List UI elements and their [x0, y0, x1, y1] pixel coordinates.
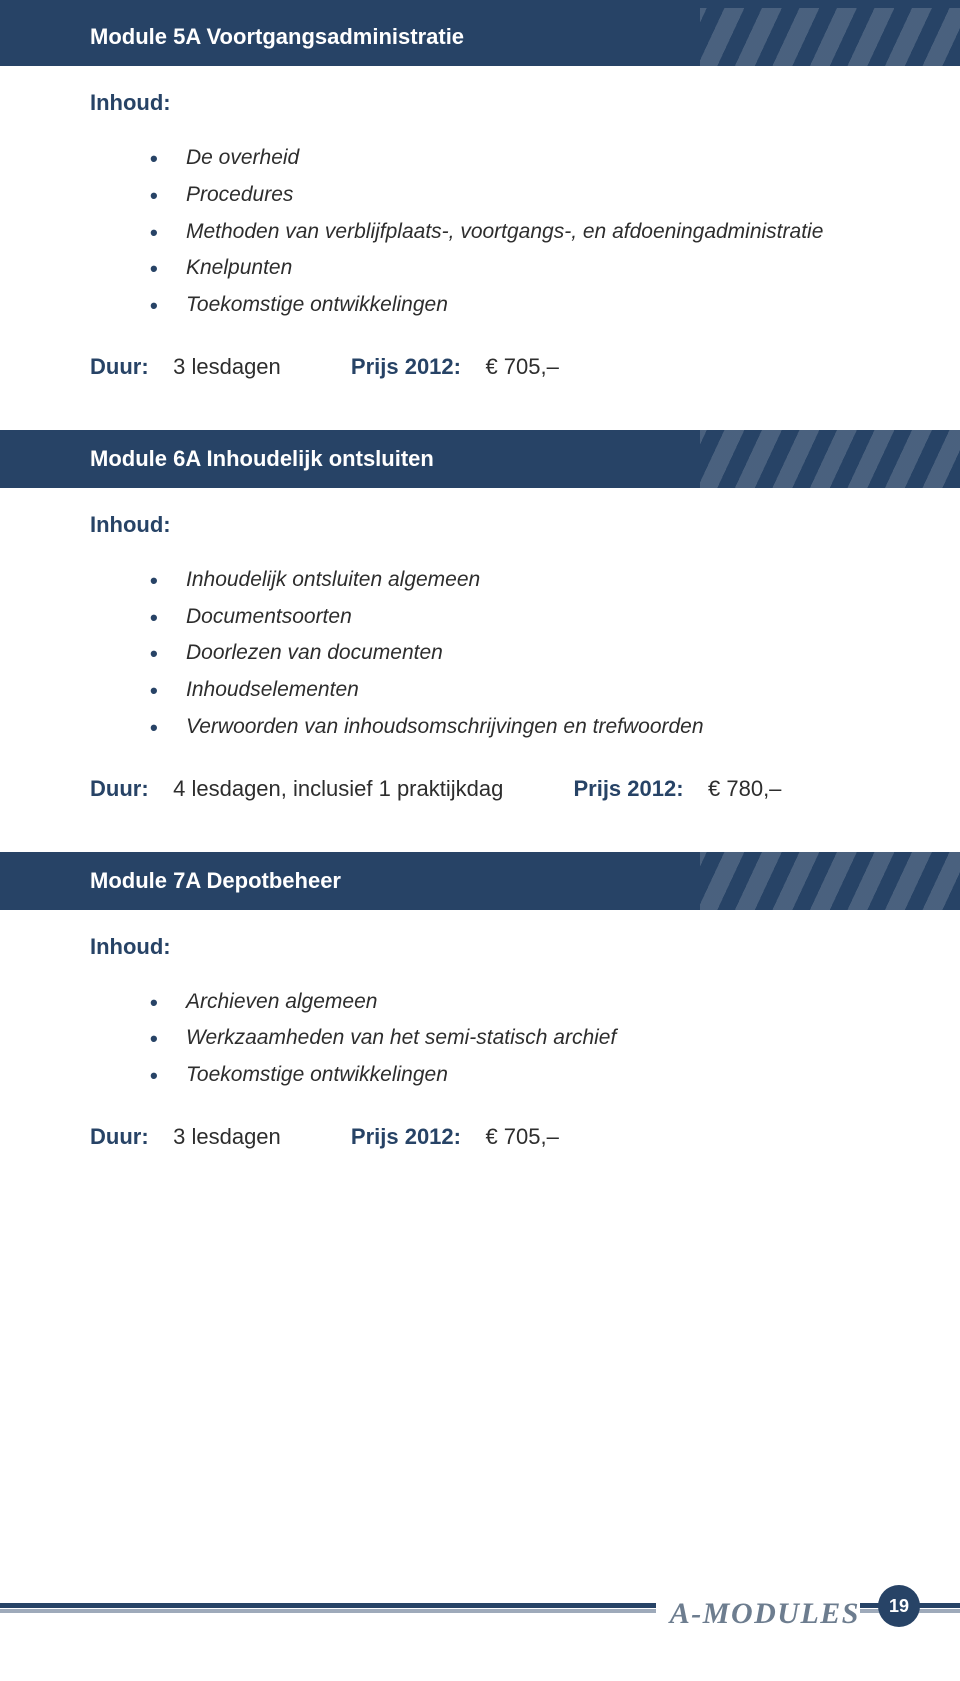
footer-section-label: A-MODULES — [656, 1597, 860, 1631]
list-item: Inhoudelijk ontsluiten algemeen — [150, 562, 870, 599]
duur-value-text: 3 lesdagen — [173, 354, 281, 379]
top-accent-bar — [0, 0, 960, 8]
list-item: Methoden van verblijfplaats-, voortgangs… — [150, 214, 870, 251]
price-value — [690, 776, 708, 801]
duur-label: Duur: — [90, 776, 149, 801]
duur-label: Duur: — [90, 1124, 149, 1149]
section-label-inhoud: Inhoud: — [0, 512, 960, 538]
price-value-text: € 705,– — [485, 1124, 558, 1149]
price-value — [467, 1124, 485, 1149]
bullet-list: Archieven algemeen Werkzaamheden van het… — [0, 984, 960, 1094]
module-header: Module 5A Voortgangsadministratie — [0, 8, 960, 66]
list-item: De overheid — [150, 140, 870, 177]
list-item: Toekomstige ontwikkelingen — [150, 287, 870, 324]
list-item: Verwoorden van inhoudsomschrijvingen en … — [150, 709, 870, 746]
page-content: Module 5A Voortgangsadministratie Inhoud… — [0, 8, 960, 1150]
bullet-list: De overheid Procedures Methoden van verb… — [0, 140, 960, 324]
section-label-inhoud: Inhoud: — [0, 934, 960, 960]
module-7a: Module 7A Depotbeheer Inhoud: Archieven … — [0, 852, 960, 1150]
duration-price-line: Duur: 3 lesdagen Prijs 2012: € 705,– — [0, 354, 960, 380]
price-label: Prijs 2012: — [573, 776, 683, 801]
list-item: Archieven algemeen — [150, 984, 870, 1021]
list-item: Procedures — [150, 177, 870, 214]
module-header: Module 6A Inhoudelijk ontsluiten — [0, 430, 960, 488]
list-item: Inhoudselementen — [150, 672, 870, 709]
module-header: Module 7A Depotbeheer — [0, 852, 960, 910]
duration-price-line: Duur: 4 lesdagen, inclusief 1 praktijkda… — [0, 776, 960, 802]
bullet-list: Inhoudelijk ontsluiten algemeen Document… — [0, 562, 960, 746]
duur-value-text: 4 lesdagen, inclusief 1 praktijkdag — [173, 776, 503, 801]
price-label: Prijs 2012: — [351, 354, 461, 379]
module-5a: Module 5A Voortgangsadministratie Inhoud… — [0, 8, 960, 380]
list-item: Werkzaamheden van het semi-statisch arch… — [150, 1020, 870, 1057]
module-6a: Module 6A Inhoudelijk ontsluiten Inhoud:… — [0, 430, 960, 802]
duur-value — [155, 1124, 173, 1149]
section-label-inhoud: Inhoud: — [0, 90, 960, 116]
page-number-badge: 19 — [878, 1585, 920, 1627]
duur-value-text: 3 lesdagen — [173, 1124, 281, 1149]
duur-value — [155, 776, 173, 801]
price-value-text: € 705,– — [485, 354, 558, 379]
list-item: Knelpunten — [150, 250, 870, 287]
price-label: Prijs 2012: — [351, 1124, 461, 1149]
duur-value — [155, 354, 173, 379]
list-item: Documentsoorten — [150, 599, 870, 636]
price-value — [467, 354, 485, 379]
list-item: Toekomstige ontwikkelingen — [150, 1057, 870, 1094]
page-footer: A-MODULES 19 — [0, 1583, 960, 1653]
list-item: Doorlezen van documenten — [150, 635, 870, 672]
duration-price-line: Duur: 3 lesdagen Prijs 2012: € 705,– — [0, 1124, 960, 1150]
price-value-text: € 780,– — [708, 776, 781, 801]
duur-label: Duur: — [90, 354, 149, 379]
